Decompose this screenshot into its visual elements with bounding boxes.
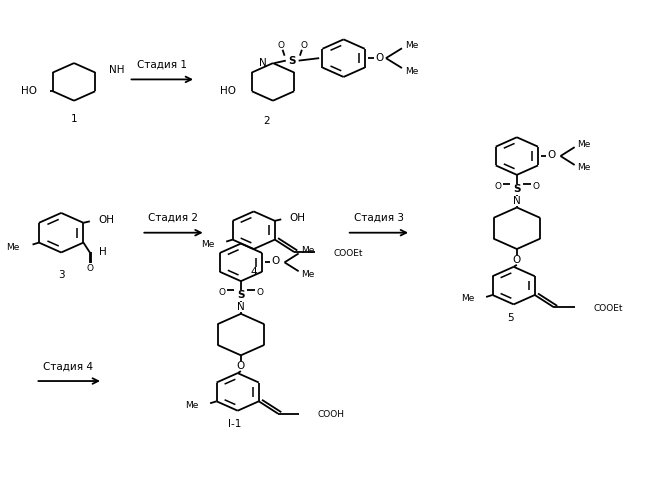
- Text: O: O: [237, 361, 245, 371]
- Text: OH: OH: [98, 216, 115, 226]
- Text: S: S: [513, 184, 520, 194]
- Text: O: O: [300, 42, 307, 50]
- Text: I-1: I-1: [228, 419, 241, 429]
- Text: N: N: [259, 58, 266, 68]
- Text: Me: Me: [405, 66, 419, 76]
- Text: Me: Me: [202, 240, 214, 249]
- Text: 4: 4: [250, 267, 257, 277]
- Text: O: O: [272, 256, 280, 266]
- Text: Me: Me: [301, 270, 314, 278]
- Text: O: O: [375, 53, 384, 63]
- Text: Me: Me: [461, 294, 474, 304]
- Text: S: S: [288, 56, 296, 66]
- Text: Me: Me: [301, 246, 314, 255]
- Text: Me: Me: [6, 243, 19, 252]
- Text: 5: 5: [507, 312, 514, 322]
- Text: H: H: [98, 248, 106, 258]
- Text: O: O: [513, 255, 521, 265]
- Text: Стадия 1: Стадия 1: [137, 60, 187, 70]
- Text: O: O: [218, 288, 225, 297]
- Text: O: O: [257, 288, 264, 297]
- Text: O: O: [277, 42, 284, 50]
- Text: O: O: [548, 150, 555, 160]
- Text: O: O: [533, 182, 540, 190]
- Text: O: O: [494, 182, 501, 190]
- Text: 3: 3: [58, 270, 65, 280]
- Text: COOH: COOH: [318, 410, 345, 419]
- Text: Me: Me: [185, 401, 198, 410]
- Text: Стадия 2: Стадия 2: [148, 213, 198, 223]
- Text: COOEt: COOEt: [594, 304, 623, 313]
- Text: 2: 2: [263, 116, 270, 126]
- Text: Me: Me: [577, 140, 590, 148]
- Text: 1: 1: [71, 114, 77, 124]
- Text: Стадия 4: Стадия 4: [43, 361, 93, 371]
- Text: S: S: [237, 290, 245, 300]
- Text: N: N: [513, 196, 521, 206]
- Text: Стадия 3: Стадия 3: [354, 213, 404, 223]
- Text: COOEt: COOEt: [334, 250, 364, 258]
- Text: HO: HO: [21, 86, 37, 97]
- Text: Me: Me: [577, 164, 590, 172]
- Text: Me: Me: [405, 41, 419, 50]
- Text: NH: NH: [110, 65, 125, 75]
- Text: OH: OH: [289, 214, 305, 224]
- Text: HO: HO: [220, 86, 236, 97]
- Text: O: O: [86, 264, 93, 273]
- Text: N: N: [237, 302, 245, 312]
